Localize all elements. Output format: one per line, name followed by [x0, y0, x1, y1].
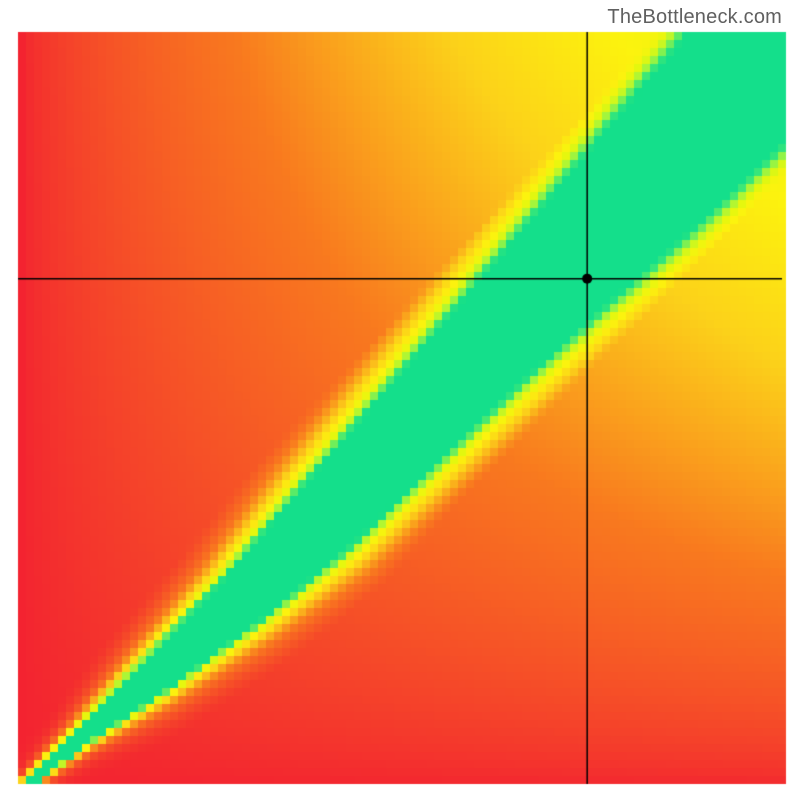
heatmap-canvas	[0, 0, 800, 800]
chart-container: TheBottleneck.com	[0, 0, 800, 800]
watermark-text: TheBottleneck.com	[607, 6, 782, 29]
